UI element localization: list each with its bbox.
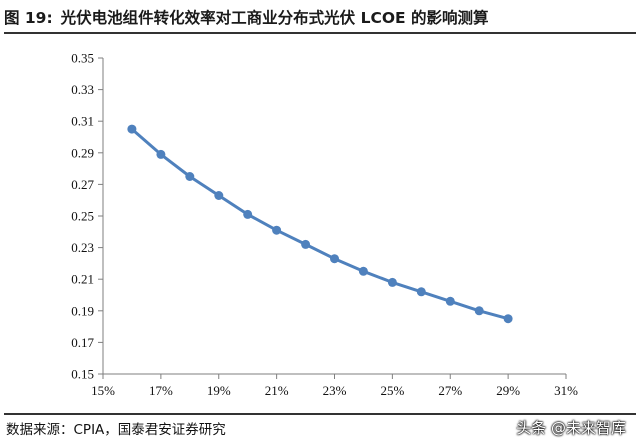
figure-title: 图 19: 光伏电池组件转化效率对工商业分布式光伏 LCOE 的影响测算 bbox=[4, 4, 636, 32]
y-tick-label: 0.19 bbox=[71, 303, 94, 318]
line-chart: 0.15 0.17 0.19 0.21 0.23 0.25 0.27 0.29 0.31 0.33… bbox=[71, 51, 578, 399]
data-point bbox=[503, 314, 513, 324]
series-line bbox=[130, 127, 509, 321]
title-rule bbox=[4, 32, 636, 34]
x-tick-label: 21% bbox=[265, 383, 289, 398]
data-point bbox=[445, 296, 455, 306]
x-tick-label: 31% bbox=[554, 383, 578, 398]
series-line-group bbox=[127, 124, 513, 324]
x-tick-label: 25% bbox=[380, 383, 404, 398]
y-tick-label: 0.21 bbox=[71, 272, 94, 287]
data-point bbox=[185, 172, 195, 181]
x-tick-label: 15% bbox=[91, 383, 115, 398]
data-point bbox=[387, 277, 397, 287]
x-tick-label: 17% bbox=[149, 383, 173, 398]
x-tick-label: 23% bbox=[323, 383, 347, 398]
watermark-logo-icon bbox=[488, 417, 511, 439]
y-tick-label: 0.29 bbox=[71, 145, 94, 160]
data-point bbox=[474, 306, 484, 316]
data-point bbox=[127, 124, 137, 134]
watermark-text: 头条 @未来智库 bbox=[516, 419, 626, 437]
data-point bbox=[214, 191, 224, 200]
figure-title-text: 光伏电池组件转化效率对工商业分布式光伏 LCOE 的影响测算 bbox=[60, 9, 489, 27]
data-point bbox=[156, 149, 166, 159]
watermark: 头条 @未来智库 bbox=[488, 414, 626, 442]
data-source: 数据来源：CPIA，国泰君安证券研究 bbox=[6, 422, 226, 438]
data-point bbox=[301, 239, 311, 249]
y-axis: 0.15 0.17 0.19 0.21 0.23 0.25 0.27 0.29 0.31 0.33… bbox=[71, 51, 104, 382]
x-axis: 15% 17% 19% 21% 23% 25% 27% 29% 31% bbox=[91, 373, 578, 398]
data-point bbox=[272, 225, 282, 235]
x-tick-label: 19% bbox=[207, 383, 231, 398]
y-tick-label: 0.17 bbox=[71, 335, 94, 350]
y-tick-label: 0.33 bbox=[71, 82, 94, 97]
data-point bbox=[330, 254, 339, 264]
footer-rule bbox=[4, 413, 636, 415]
x-tick-label: 27% bbox=[438, 383, 462, 398]
data-point bbox=[416, 287, 426, 297]
y-tick-label: 0.31 bbox=[71, 114, 94, 129]
figure-label: 图 19: bbox=[4, 9, 53, 27]
data-point bbox=[358, 266, 368, 276]
y-tick-label: 0.25 bbox=[71, 209, 94, 224]
y-tick-label: 0.23 bbox=[71, 240, 94, 255]
x-tick-label: 29% bbox=[496, 383, 520, 398]
y-tick-label: 0.35 bbox=[71, 51, 94, 66]
y-tick-label: 0.27 bbox=[71, 177, 94, 192]
y-tick-label: 0.15 bbox=[71, 367, 94, 382]
data-point bbox=[243, 209, 253, 219]
